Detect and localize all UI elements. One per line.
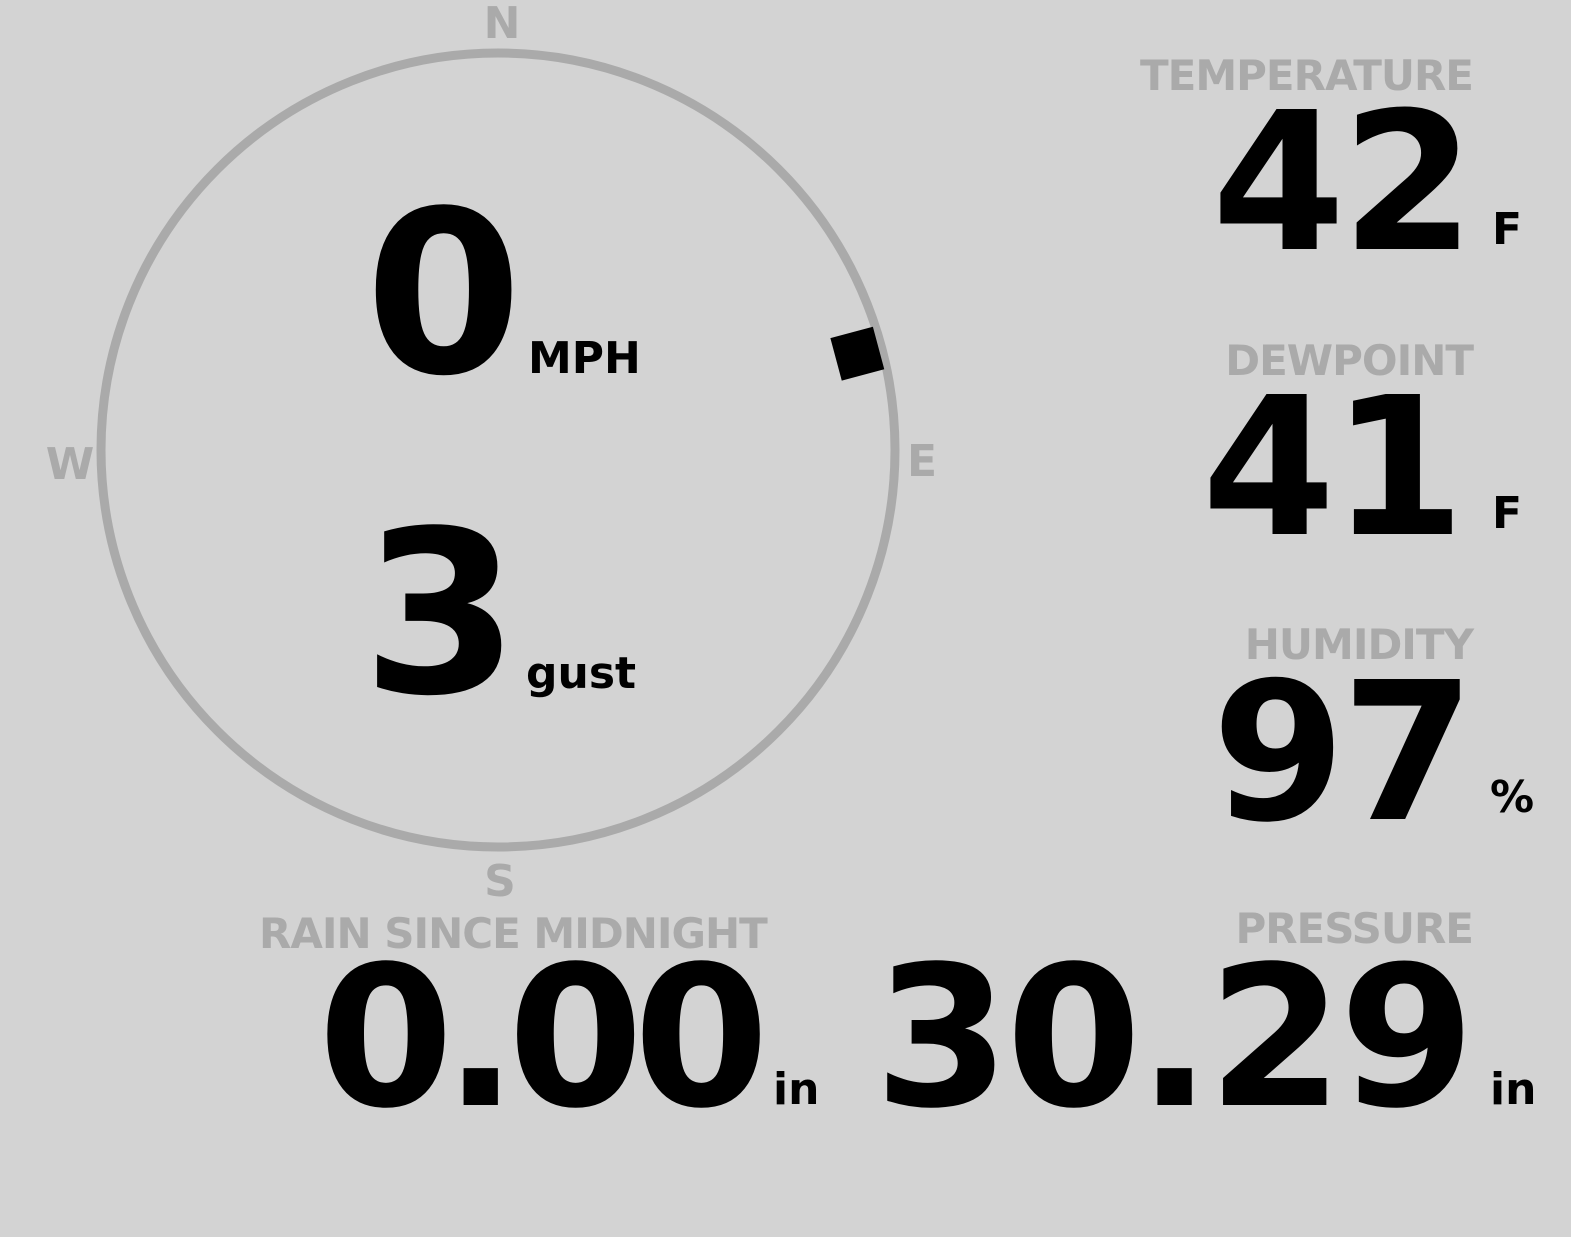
pressure-unit: in: [1490, 1064, 1537, 1115]
wind-gust-unit: gust: [526, 648, 637, 699]
humidity-value: 97: [1211, 642, 1475, 865]
pressure-value: 30.29: [874, 924, 1475, 1151]
compass-south: S: [484, 856, 516, 907]
compass-ring: [96, 48, 900, 852]
pressure-card: PRESSURE: [1235, 904, 1474, 953]
dewpoint-unit: F: [1492, 488, 1523, 539]
compass-east: E: [906, 436, 938, 487]
humidity-unit: %: [1490, 772, 1535, 823]
dewpoint-value: 41: [1201, 357, 1465, 580]
temperature-unit: F: [1492, 204, 1523, 255]
compass-west: W: [45, 439, 95, 490]
temperature-value: 42: [1211, 72, 1475, 295]
humidity-label: HUMIDITY: [1244, 620, 1474, 669]
compass-north: N: [483, 0, 521, 49]
dewpoint-card: DEWPOINT: [1225, 336, 1474, 385]
rain-label: RAIN SINCE MIDNIGHT: [259, 909, 768, 958]
pressure-label: PRESSURE: [1235, 904, 1474, 953]
wind-speed-unit: MPH: [528, 333, 641, 384]
rain-unit: in: [773, 1064, 820, 1115]
wind-speed-value: 0: [365, 163, 523, 426]
temperature-label: TEMPERATURE: [1140, 51, 1474, 100]
temperature-card: TEMPERATURE: [1140, 51, 1474, 100]
wind-direction-marker: [830, 326, 885, 381]
dewpoint-label: DEWPOINT: [1225, 336, 1474, 385]
wind-gust-value: 3: [362, 483, 520, 746]
humidity-card: HUMIDITY: [1244, 620, 1474, 669]
rain-value: 0.00: [318, 924, 769, 1151]
